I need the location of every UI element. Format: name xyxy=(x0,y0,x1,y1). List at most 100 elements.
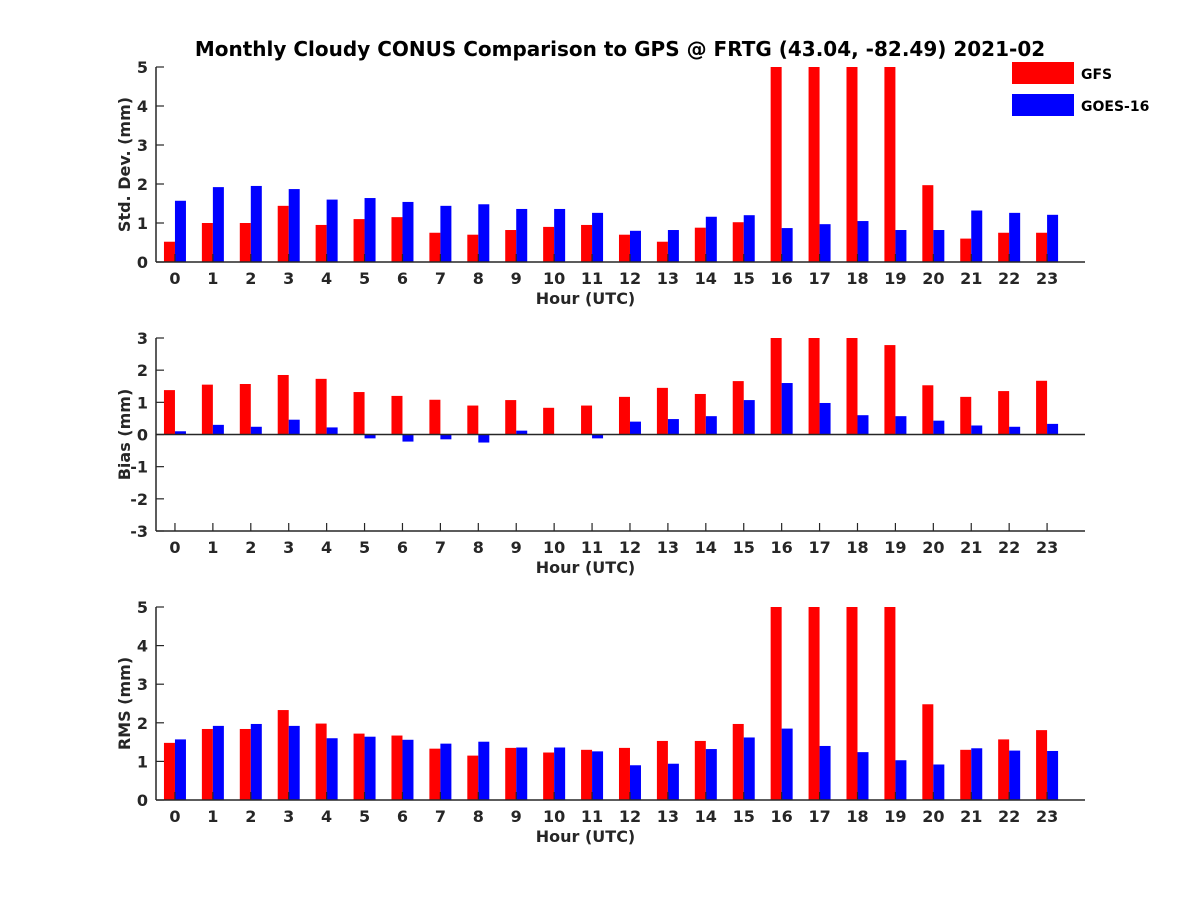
bar-std-gfs-0 xyxy=(163,241,175,262)
x-axis-label-std: Hour (UTC) xyxy=(536,289,636,308)
bar-std-goes-16-2 xyxy=(250,185,262,262)
bar-rms-goes-16-0 xyxy=(174,739,186,800)
y-tick-label-rms: 1 xyxy=(137,752,148,771)
x-tick-label-bias: 2 xyxy=(245,538,256,557)
x-tick-label-bias: 19 xyxy=(884,538,906,557)
y-tick-label-std: 4 xyxy=(137,97,148,116)
bar-std-goes-16-12 xyxy=(629,230,641,262)
bar-std-gfs-12 xyxy=(618,234,630,262)
bar-bias-goes-16-7 xyxy=(440,434,452,440)
y-tick-label-std: 2 xyxy=(137,175,148,194)
y-tick-label-bias: -3 xyxy=(130,522,148,541)
x-tick-label-bias: 3 xyxy=(283,538,294,557)
bar-rms-gfs-10 xyxy=(543,752,555,800)
x-tick-label-rms: 18 xyxy=(846,807,868,826)
x-tick-label-std: 8 xyxy=(473,269,484,288)
bar-bias-goes-16-5 xyxy=(364,434,376,439)
bar-bias-gfs-13 xyxy=(656,387,668,435)
x-tick-label-std: 2 xyxy=(245,269,256,288)
bar-std-gfs-22 xyxy=(998,232,1010,262)
bar-std-goes-16-8 xyxy=(478,204,490,262)
bar-rms-goes-16-13 xyxy=(667,763,679,800)
x-tick-label-std: 3 xyxy=(283,269,294,288)
bar-std-gfs-2 xyxy=(239,223,251,262)
bar-rms-gfs-16 xyxy=(770,607,782,800)
bar-std-gfs-13 xyxy=(656,241,668,262)
bar-bias-goes-16-12 xyxy=(629,421,641,435)
x-tick-label-bias: 4 xyxy=(321,538,332,557)
bar-rms-goes-16-8 xyxy=(478,741,490,800)
x-tick-label-bias: 22 xyxy=(998,538,1020,557)
bar-bias-goes-16-14 xyxy=(705,416,717,435)
x-tick-label-bias: 10 xyxy=(543,538,565,557)
bar-rms-goes-16-6 xyxy=(402,739,414,800)
bar-bias-goes-16-2 xyxy=(250,426,262,435)
bar-std-gfs-19 xyxy=(884,67,896,262)
bar-bias-goes-16-8 xyxy=(478,434,490,443)
bar-bias-gfs-1 xyxy=(201,384,213,435)
bar-std-goes-16-16 xyxy=(781,228,793,262)
bar-std-goes-16-17 xyxy=(819,224,831,262)
bar-bias-goes-16-3 xyxy=(288,419,300,435)
bar-std-goes-16-14 xyxy=(705,216,717,262)
bar-rms-gfs-3 xyxy=(277,710,289,800)
bar-std-goes-16-21 xyxy=(971,210,983,262)
bar-bias-gfs-5 xyxy=(353,392,365,435)
bar-bias-goes-16-6 xyxy=(402,434,414,442)
x-tick-label-rms: 10 xyxy=(543,807,565,826)
bar-rms-goes-16-12 xyxy=(629,765,641,800)
bar-rms-gfs-22 xyxy=(998,739,1010,800)
y-tick-label-rms: 5 xyxy=(137,598,148,617)
bar-rms-goes-16-21 xyxy=(971,748,983,800)
bar-std-goes-16-9 xyxy=(516,208,528,262)
x-tick-label-rms: 0 xyxy=(169,807,180,826)
x-tick-label-bias: 8 xyxy=(473,538,484,557)
bar-bias-goes-16-0 xyxy=(174,431,186,435)
y-tick-label-std: 0 xyxy=(137,253,148,272)
x-tick-label-bias: 13 xyxy=(657,538,679,557)
bar-rms-goes-16-1 xyxy=(212,725,224,800)
bar-std-gfs-21 xyxy=(960,238,972,262)
bar-std-goes-16-20 xyxy=(933,230,945,262)
y-tick-label-bias: 2 xyxy=(137,361,148,380)
bar-std-gfs-4 xyxy=(315,224,327,262)
bar-rms-gfs-15 xyxy=(732,723,744,800)
x-tick-label-bias: 5 xyxy=(359,538,370,557)
bar-bias-gfs-9 xyxy=(505,400,517,435)
bar-bias-goes-16-23 xyxy=(1047,423,1059,435)
x-tick-label-std: 1 xyxy=(207,269,218,288)
x-axis-label-rms: Hour (UTC) xyxy=(536,827,636,846)
x-tick-label-bias: 6 xyxy=(397,538,408,557)
x-tick-label-rms: 6 xyxy=(397,807,408,826)
bar-rms-goes-16-7 xyxy=(440,743,452,800)
x-tick-label-std: 21 xyxy=(960,269,982,288)
bar-bias-gfs-14 xyxy=(694,393,706,435)
x-tick-label-rms: 3 xyxy=(283,807,294,826)
bar-bias-gfs-20 xyxy=(922,385,934,435)
bar-rms-gfs-14 xyxy=(694,740,706,800)
bar-rms-gfs-5 xyxy=(353,733,365,800)
chart-title: Monthly Cloudy CONUS Comparison to GPS @… xyxy=(195,37,1045,61)
bar-std-goes-16-6 xyxy=(402,201,414,262)
x-tick-label-std: 23 xyxy=(1036,269,1058,288)
legend-swatch-goes-16 xyxy=(1012,94,1074,116)
x-axis-label-bias: Hour (UTC) xyxy=(536,558,636,577)
y-axis-label-bias: Bias (mm) xyxy=(115,389,134,481)
bar-std-goes-16-18 xyxy=(857,221,869,262)
x-tick-label-std: 17 xyxy=(808,269,830,288)
x-tick-label-std: 5 xyxy=(359,269,370,288)
x-tick-label-std: 20 xyxy=(922,269,944,288)
x-tick-label-rms: 19 xyxy=(884,807,906,826)
x-tick-label-std: 12 xyxy=(619,269,641,288)
x-tick-label-std: 15 xyxy=(733,269,755,288)
bar-std-goes-16-23 xyxy=(1047,214,1059,262)
bar-bias-goes-16-1 xyxy=(212,424,224,435)
x-tick-label-rms: 1 xyxy=(207,807,218,826)
y-tick-label-rms: 2 xyxy=(137,714,148,733)
bar-bias-goes-16-17 xyxy=(819,402,831,435)
x-tick-label-bias: 0 xyxy=(169,538,180,557)
bar-bias-goes-16-13 xyxy=(667,419,679,435)
x-tick-label-bias: 20 xyxy=(922,538,944,557)
bar-std-goes-16-5 xyxy=(364,198,376,262)
y-axis-label-rms: RMS (mm) xyxy=(115,657,134,750)
